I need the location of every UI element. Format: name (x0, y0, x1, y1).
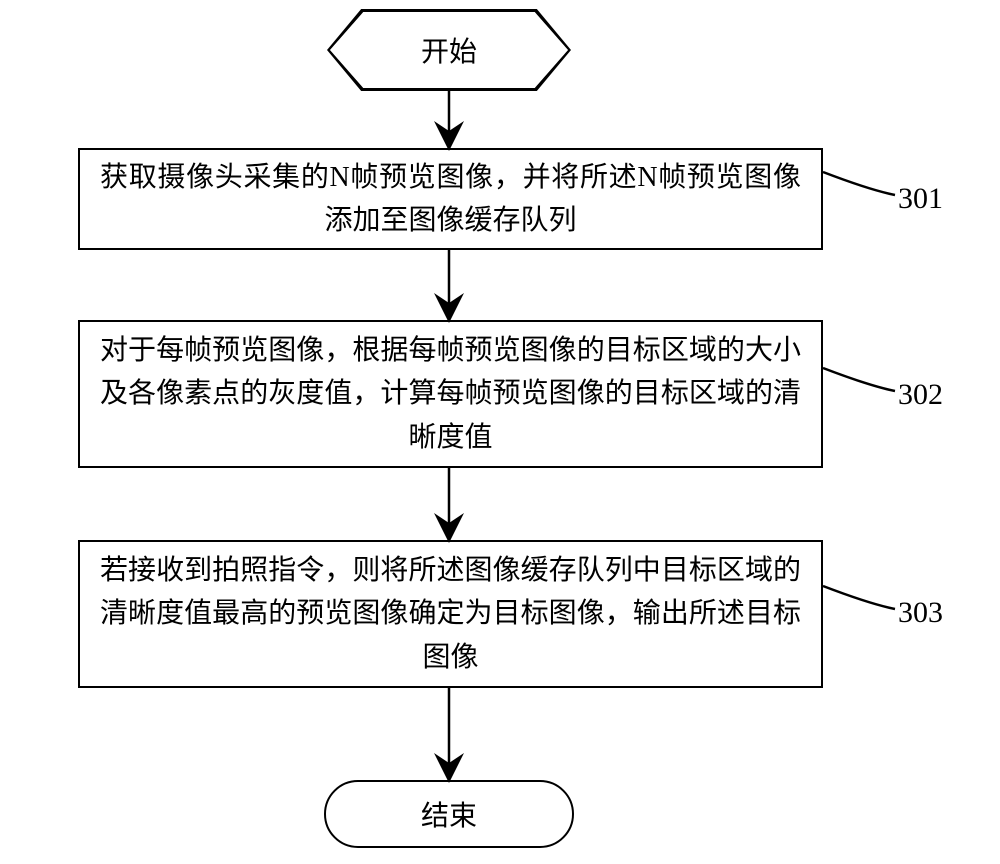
process-step-302: 对于每帧预览图像，根据每帧预览图像的目标区域的大小及各像素点的灰度值，计算每帧预… (78, 320, 823, 468)
flowchart-container: 开始 获取摄像头采集的N帧预览图像，并将所述N帧预览图像添加至图像缓存队列 30… (0, 0, 1000, 864)
end-node: 结束 (324, 780, 574, 848)
label-connector-301 (823, 172, 895, 195)
process-step-303-text: 若接收到拍照指令，则将所述图像缓存队列中目标区域的清晰度值最高的预览图像确定为目… (100, 549, 801, 679)
start-label: 开始 (421, 30, 477, 70)
step-label-303: 303 (898, 596, 943, 630)
process-step-302-text: 对于每帧预览图像，根据每帧预览图像的目标区域的大小及各像素点的灰度值，计算每帧预… (100, 329, 801, 459)
step-label-302: 302 (898, 378, 943, 412)
process-step-301: 获取摄像头采集的N帧预览图像，并将所述N帧预览图像添加至图像缓存队列 (78, 148, 823, 250)
step-label-301: 301 (898, 182, 943, 216)
label-connector-302 (823, 368, 895, 391)
start-node: 开始 (330, 12, 568, 88)
label-connector-303 (823, 586, 895, 609)
end-label: 结束 (421, 794, 477, 834)
process-step-303: 若接收到拍照指令，则将所述图像缓存队列中目标区域的清晰度值最高的预览图像确定为目… (78, 540, 823, 688)
process-step-301-text: 获取摄像头采集的N帧预览图像，并将所述N帧预览图像添加至图像缓存队列 (100, 156, 801, 243)
